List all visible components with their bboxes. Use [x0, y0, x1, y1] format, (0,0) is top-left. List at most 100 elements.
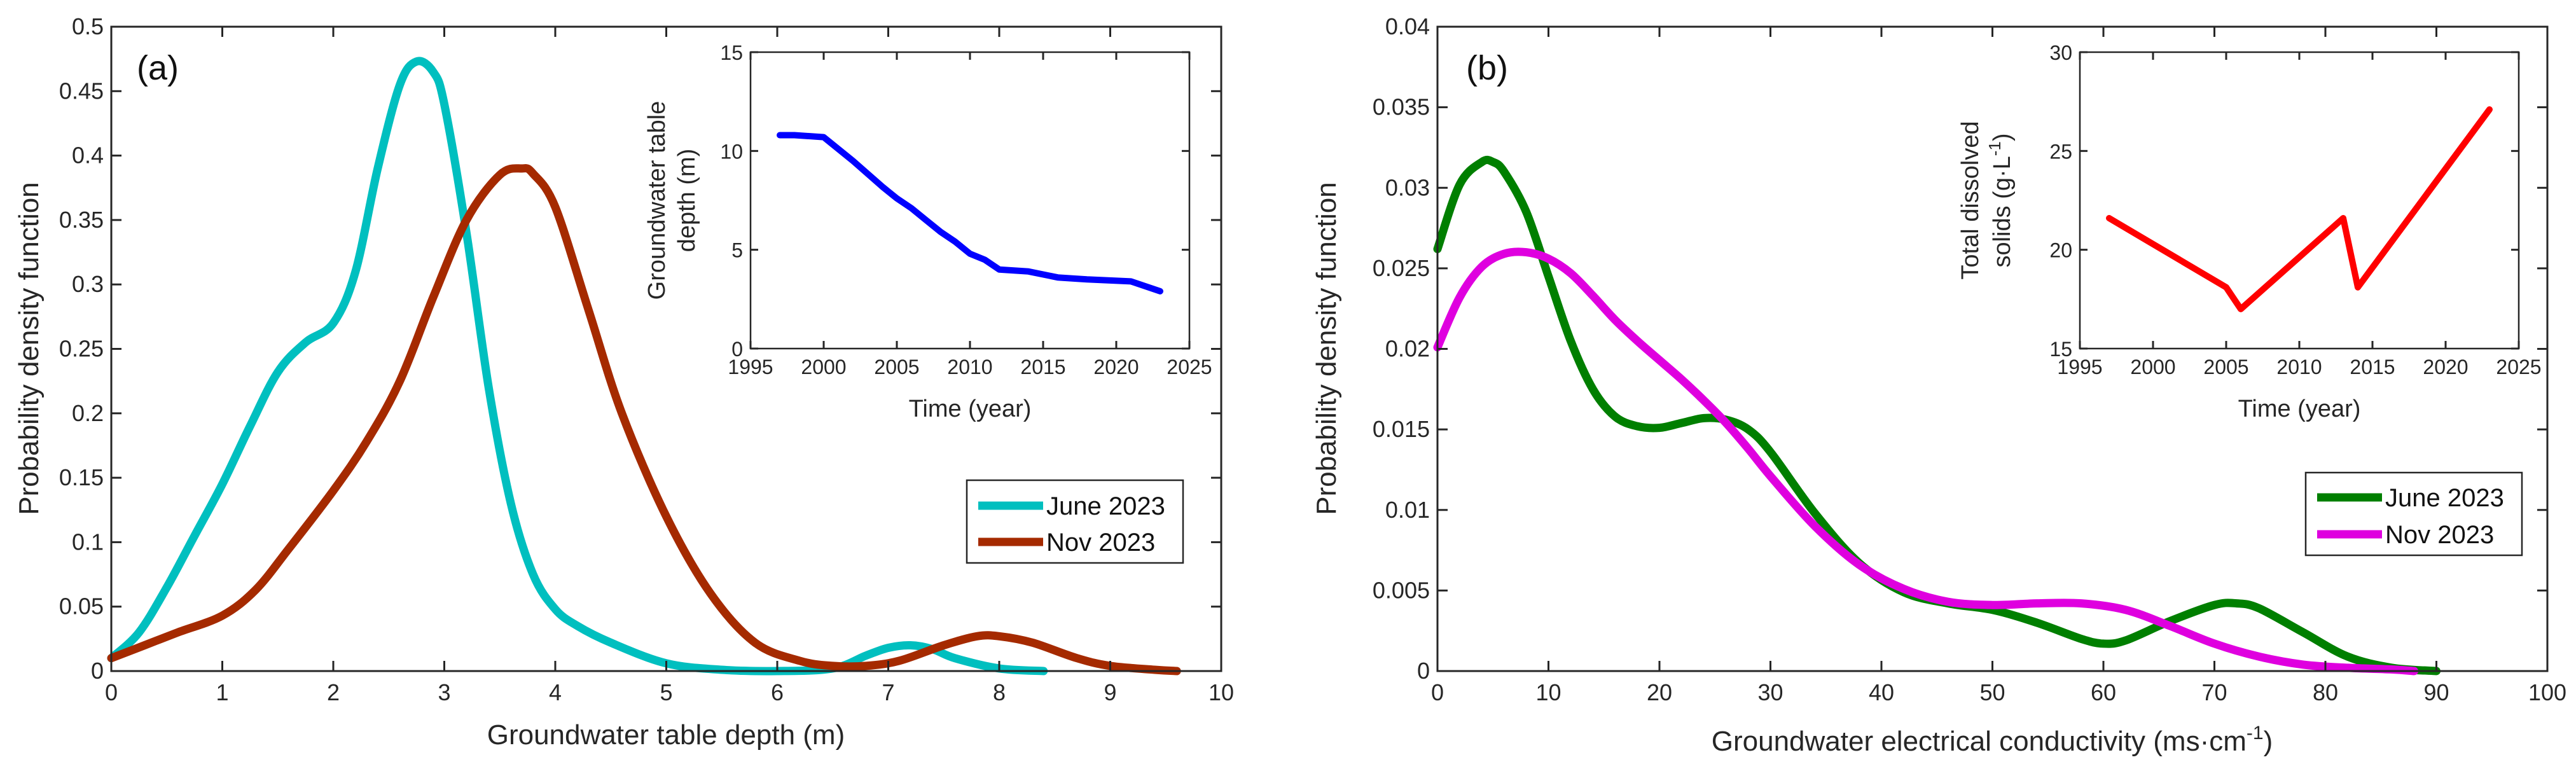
y-tick-label: 0.05	[59, 593, 104, 620]
panel-a-inset-line	[777, 132, 1163, 294]
x-tick-label: 3	[438, 679, 450, 705]
inset-x-tick-label: 2010	[2276, 356, 2322, 378]
x-tick-label: 0	[105, 679, 118, 705]
x-tick-label: 10	[1535, 679, 1561, 705]
panel-b-inset-y-ticks: 15 20 25 30	[2049, 41, 2519, 361]
panel-b-inset-x-axis-label: Time (year)	[2238, 396, 2361, 422]
inset-x-tick-label: 2005	[874, 356, 919, 378]
y-tick-label: 0.3	[72, 271, 104, 297]
panel-a-series-layer	[107, 57, 1181, 675]
x-tick-label: 40	[1869, 679, 1894, 705]
y-tick-label: 0.2	[72, 400, 104, 426]
y-tick-label: 0.035	[1373, 94, 1430, 120]
panel-a-legend-box	[966, 479, 1184, 564]
y-tick-label: 0.45	[59, 78, 104, 104]
panel-a-inset: 1995 2000 2005 2010 2015 2020 2025 0 5 10 15 Time…	[644, 41, 1212, 422]
panel-b-label: (b)	[1466, 49, 1508, 87]
x-tick-label: 6	[771, 679, 784, 705]
y-tick-label: 0	[1417, 658, 1430, 684]
panel-a-inset-y-axis-label-line2: depth (m)	[674, 149, 700, 253]
x-tick-label: 9	[1104, 679, 1116, 705]
x-tick-label: 5	[660, 679, 672, 705]
inset-x-tick-label: 2015	[1020, 356, 1065, 378]
y-tick-label: 0.005	[1373, 577, 1430, 603]
x-tick-label: 1	[216, 679, 228, 705]
panel-b-x-axis-label-close: )	[2264, 726, 2273, 757]
panel-b: 0 10 20 30 40 50 60 70 80 90 100 0 0.005 0.01 0.015 0.…	[1311, 13, 2566, 757]
panel-b-x-axis-label-main: Groundwater electrical conductivity (ms·…	[1712, 726, 2247, 757]
inset-x-tick-label: 2020	[2423, 356, 2468, 378]
inset-x-tick-label: 2025	[1167, 356, 1212, 378]
x-tick-label: 90	[2423, 679, 2449, 705]
x-tick-label: 4	[549, 679, 562, 705]
x-tick-label: 100	[2528, 679, 2566, 705]
panel-b-y-axis-label: Probability density function	[1311, 182, 1342, 515]
y-tick-label: 0.25	[59, 336, 104, 362]
panel-b-inset-x-ticks: 1995 2000 2005 2010 2015 2020 2025	[2057, 52, 2542, 378]
panel-a-y-ticks: 0 0.05 0.1 0.15 0.2 0.25 0.3 0.35 0.4 0.45 0.5	[59, 13, 1221, 684]
x-tick-label: 2	[327, 679, 340, 705]
y-tick-label: 0	[91, 658, 104, 684]
y-tick-label: 0.4	[72, 142, 104, 169]
inset-y-tick-label: 25	[2049, 140, 2072, 163]
panel-b-inset-y-axis-label-line1: Total dissolved	[1957, 121, 1984, 279]
panel-a-legend: June 2023 Nov 2023	[966, 479, 1184, 564]
panel-a-series-june-2023-line	[107, 57, 1048, 675]
x-tick-label: 50	[1979, 679, 2005, 705]
inset-x-tick-label: 2010	[947, 356, 992, 378]
panel-b-legend-label-nov: Nov 2023	[2385, 521, 2494, 549]
panel-a: 0 1 2 3 4 5 6 7 8 9 10 00.050.10.150.20.250.30.350…	[13, 13, 1234, 751]
panel-b-x-axis-label-sup: -1	[2247, 723, 2264, 744]
panel-a-inset-y-ticks: 0 5 10 15	[720, 41, 1189, 361]
x-tick-label: 70	[2201, 679, 2227, 705]
panel-b-series-nov-2023-line	[1433, 247, 2419, 675]
panel-a-inset-frame	[749, 51, 1191, 350]
inset-x-tick-label: 2005	[2203, 356, 2248, 378]
panel-a-x-ticks: 0 1 2 3 4 5 6 7 8 9 10	[105, 27, 1234, 705]
panel-b-inset-ylabel-sup: -1	[1985, 141, 2004, 156]
inset-x-tick-label: 2000	[2130, 356, 2175, 378]
panel-a-legend-label-nov: Nov 2023	[1046, 529, 1155, 557]
panel-a-y-axis-label: Probability density function	[13, 182, 45, 515]
inset-y-tick-label: 20	[2049, 239, 2072, 262]
y-tick-label: 0.35	[59, 207, 104, 233]
panel-a-legend-label-june: June 2023	[1046, 492, 1165, 520]
y-tick-label: 0.015	[1373, 416, 1430, 442]
panel-b-inset-ylabel-pre: solids (g·L	[1989, 156, 2016, 267]
inset-x-tick-label: 2000	[801, 356, 846, 378]
inset-y-tick-label: 30	[2049, 41, 2072, 64]
x-tick-label: 0	[1431, 679, 1444, 705]
x-tick-label: 8	[993, 679, 1006, 705]
panel-a-inset-series-layer	[777, 132, 1163, 294]
panel-b-inset-y-axis-label-line2: solids (g·L-1)	[1985, 133, 2016, 267]
y-tick-label: 0.03	[1385, 174, 1430, 200]
y-tick-label: 0.15	[59, 464, 104, 490]
inset-x-tick-label: 1995	[2057, 356, 2102, 378]
inset-y-tick-label: 0	[731, 338, 743, 361]
panel-b-inset-series-layer	[2106, 106, 2493, 312]
inset-x-tick-label: 2020	[1093, 356, 1139, 378]
panel-b-legend: June 2023 Nov 2023	[2304, 471, 2523, 557]
panel-b-inset-ylabel-post: )	[1989, 133, 2016, 141]
x-tick-label: 10	[1208, 679, 1234, 705]
y-tick-label: 0.04	[1385, 13, 1430, 39]
y-tick-label: 0.025	[1373, 255, 1430, 281]
panel-a-inset-x-ticks: 1995 2000 2005 2010 2015 2020 2025	[728, 52, 1212, 378]
inset-y-tick-label: 10	[720, 140, 743, 163]
x-tick-label: 7	[882, 679, 894, 705]
inset-x-tick-label: 2025	[2496, 356, 2541, 378]
panel-b-inset-line	[2106, 106, 2493, 312]
y-tick-label: 0.02	[1385, 336, 1430, 362]
panel-a-inset-x-axis-label: Time (year)	[909, 396, 1032, 422]
panel-b-series-june-2023-line	[1433, 155, 2441, 675]
panel-b-y-ticks: 0 0.005 0.01 0.015 0.02 0.025 0.03 0.035 0.04	[1373, 13, 2547, 684]
y-tick-label: 0.5	[72, 13, 104, 39]
x-tick-label: 20	[1647, 679, 1672, 705]
inset-y-tick-label: 15	[2049, 338, 2072, 361]
x-tick-label: 30	[1757, 679, 1783, 705]
inset-x-tick-label: 1995	[728, 356, 773, 378]
panel-b-x-ticks: 0 10 20 30 40 50 60 70 80 90 100	[1431, 27, 2566, 705]
panel-b-legend-label-june: June 2023	[2385, 484, 2504, 512]
